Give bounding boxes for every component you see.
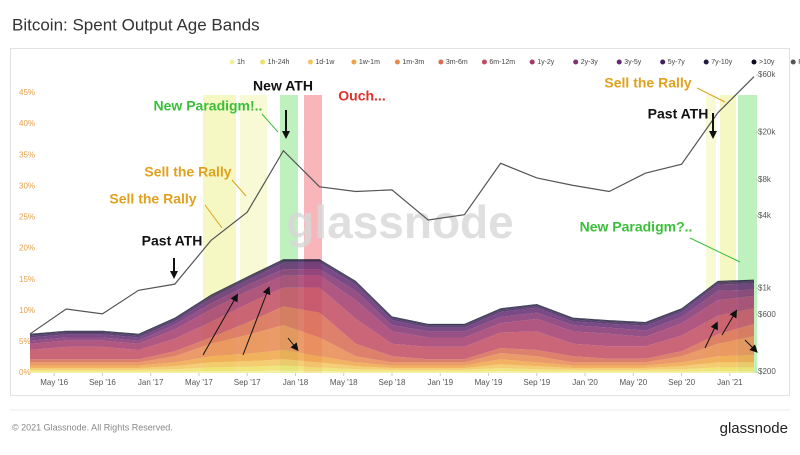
y-tick-label: 15% [19,275,35,284]
chart-title: Bitcoin: Spent Output Age Bands [12,15,260,34]
legend-swatch [260,59,266,65]
x-tick-label: Sep '18 [379,378,406,387]
legend-swatch [790,59,796,65]
age-band-area [30,359,754,370]
age-band-area [30,349,754,369]
legend-swatch [616,59,622,65]
annotation: Sell the Rally [144,164,231,180]
y2-tick-label: $8k [758,175,772,184]
y2-tick-label: $600 [758,310,776,319]
x-tick-label: May '19 [475,378,503,387]
annotation: Sell the Rally [109,191,196,207]
legend-swatch [751,59,757,65]
legend-swatch [394,59,400,65]
y-tick-label: 45% [19,88,35,97]
arrow [744,339,758,353]
legend-swatch [529,59,535,65]
watermark: glassnode [286,196,514,248]
connector [231,179,247,197]
y2-tick-label: $60k [758,70,776,79]
price-line [29,76,755,335]
legend-swatch [307,59,313,65]
x-tick-label: Jan '20 [572,378,598,387]
connector [204,204,223,229]
annotation: New Paradigm?.. [580,219,693,235]
connector [261,113,279,133]
legend-label: 1h [237,59,245,66]
arrow [704,321,718,349]
y2-tick-label: $1k [758,283,772,292]
annotation: Ouch... [338,88,385,104]
plot-layer: glassnode 0% 5% 10% 15% 20% 25% 30% 35% 40% 45% $20… [19,59,800,387]
arrow [287,337,299,352]
legend-label: 1y-2y [537,59,555,66]
arrow [721,309,738,336]
legend-swatch [351,59,357,65]
legend-swatch [573,59,579,65]
y-tick-label: 20% [19,244,35,253]
y-tick-label: 0% [19,368,31,377]
annotation: New Paradigm!.. [154,98,263,114]
legend-label: 5y-7y [668,59,686,66]
legend-label: 3m-6m [446,59,468,66]
age-band-area [30,287,754,360]
y2-tick-label: $4k [758,211,772,220]
y2-tick-label: $200 [758,367,776,376]
connector [696,87,726,103]
footer: © 2021 Glassnode. All Rights Reserved. [12,422,173,432]
arrow [242,286,271,356]
x-tick-label: Jan '21 [717,378,743,387]
logo: glassnode [720,420,788,437]
plot-frame [10,48,790,396]
legend-label: 7y-10y [711,59,733,66]
x-tick-label: Sep '19 [523,378,550,387]
connector [689,237,741,263]
y-tick-label: 35% [19,150,35,159]
legend-label: 6m-12m [489,59,515,66]
legend-label: 1h-24h [268,59,290,66]
annotation: Past ATH [648,106,709,122]
x-tick-label: May '18 [330,378,358,387]
x-tick-label: Jan '19 [427,378,453,387]
arrow [202,293,238,356]
x-tick-label: Sep '17 [234,378,261,387]
legend-label: 1m-3m [402,59,424,66]
x-tick-label: May '20 [619,378,647,387]
legend-label: 1w-1m [359,59,380,66]
legend-swatch [481,59,487,65]
y-tick-label: 40% [19,119,35,128]
y-tick-label: 25% [19,213,35,222]
y-tick-label: 30% [19,181,35,190]
x-tick-label: Jan '17 [138,378,164,387]
legend-label: >10y [759,59,775,66]
y-tick-label: 5% [19,337,31,346]
x-tick-label: Sep '20 [668,378,695,387]
x-tick-label: May '17 [185,378,213,387]
legend-label: 3y-5y [624,59,642,66]
age-band-area [30,325,754,366]
age-band-area [30,275,754,350]
annotation: Sell the Rally [604,75,691,91]
age-band-area [30,262,754,341]
x-tick-label: Jan '18 [283,378,309,387]
legend-swatch [229,59,235,65]
y2-tick-label: $20k [758,127,776,136]
x-tick-label: May '16 [40,378,68,387]
legend-label: 2y-3y [581,59,599,66]
legend-swatch [438,59,444,65]
highlight-span [706,95,716,373]
legend-label: Price [USD] [798,59,800,66]
y-tick-label: 10% [19,306,35,315]
legend-swatch [703,59,709,65]
x-tick-label: Sep '16 [89,378,116,387]
annotation: New ATH [253,78,313,94]
annotation: Past ATH [142,233,203,249]
legend-swatch [660,59,666,65]
legend-label: 1d-1w [315,59,335,66]
age-band-area [30,365,754,372]
